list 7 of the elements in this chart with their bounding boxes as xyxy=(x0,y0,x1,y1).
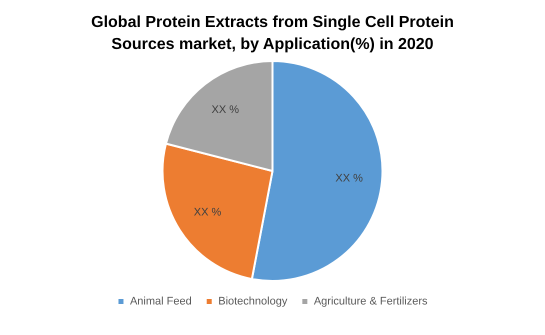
data-label: XX % xyxy=(335,172,364,184)
legend-label: Biotechnology xyxy=(218,296,288,308)
legend-label: Agriculture & Fertilizers xyxy=(314,296,428,308)
data-label: XX % xyxy=(212,104,240,116)
data-label: XX % xyxy=(194,206,222,218)
chart-title: Global Protein Extracts from Single Cell Protein Sources market, by Application(%) in 2020 xyxy=(90,13,455,55)
legend-label: Animal Feed xyxy=(130,296,192,308)
